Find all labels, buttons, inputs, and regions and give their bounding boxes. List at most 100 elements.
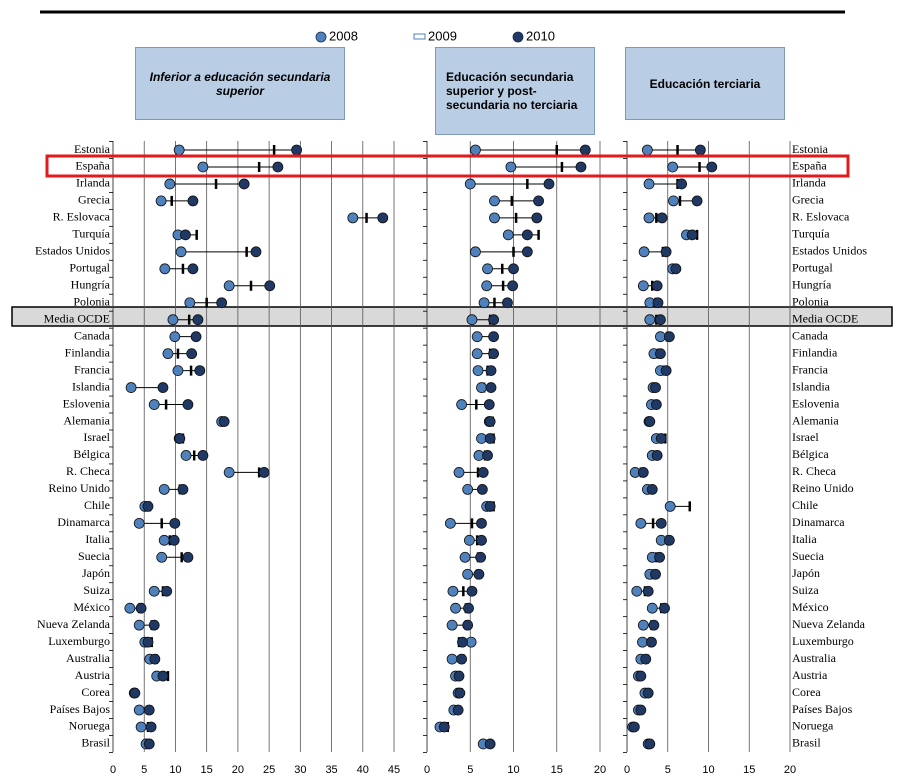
category-label: Grecia xyxy=(792,193,825,207)
marker-2008 xyxy=(502,229,514,241)
category-label: Japón xyxy=(792,566,820,580)
x-tick-label: 0 xyxy=(110,764,116,776)
marker-2010 xyxy=(644,416,656,427)
marker-2008 xyxy=(173,144,185,156)
marker-2008 xyxy=(169,331,181,343)
category-label: Media OCDE xyxy=(792,311,858,325)
category-label: R. Checa xyxy=(792,464,837,478)
marker-2010 xyxy=(169,517,181,529)
marker-2010 xyxy=(652,297,664,309)
marker-2010 xyxy=(533,195,544,207)
marker-2008 xyxy=(637,636,648,648)
category-label: Portugal xyxy=(69,261,110,275)
marker-2010 xyxy=(488,314,500,326)
marker-2010 xyxy=(521,246,533,258)
marker-2008 xyxy=(471,331,483,343)
marker-2008 xyxy=(197,161,209,173)
marker-2010 xyxy=(250,246,262,258)
category-label: Italia xyxy=(85,532,110,546)
category-label: Nueva Zelanda xyxy=(792,617,866,631)
legend-label: 2008 xyxy=(329,28,358,43)
legend-marker xyxy=(315,31,327,43)
category-label: México xyxy=(792,600,829,614)
category-label: Finlandia xyxy=(65,345,111,359)
marker-2008 xyxy=(637,280,649,292)
category-label: Israel xyxy=(83,430,110,444)
category-label: Islandia xyxy=(72,379,111,393)
category-label: Irlanda xyxy=(76,176,111,190)
category-label: Chile xyxy=(792,498,818,512)
marker-2010 xyxy=(531,212,543,224)
marker-2010 xyxy=(377,212,389,224)
marker-2008 xyxy=(223,467,235,478)
marker-2010 xyxy=(143,704,155,716)
marker-2010 xyxy=(650,399,662,410)
marker-2010 xyxy=(145,721,157,733)
marker-2010 xyxy=(575,161,587,173)
marker-2010 xyxy=(182,551,194,563)
category-label: Turquía xyxy=(792,227,830,241)
marker-2008 xyxy=(471,348,483,360)
marker-2008 xyxy=(655,331,666,343)
marker-2010 xyxy=(142,500,154,512)
x-tick-label: 5 xyxy=(141,764,147,776)
x-tick-label: 25 xyxy=(263,764,275,776)
marker-2010 xyxy=(660,365,672,377)
marker-2008 xyxy=(505,161,517,173)
x-tick-label: 40 xyxy=(357,764,369,776)
marker-2010 xyxy=(482,450,493,461)
x-tick-label: 35 xyxy=(325,764,337,776)
marker-2010 xyxy=(484,500,496,512)
category-label: Grecia xyxy=(78,193,111,207)
category-label: Media OCDE xyxy=(44,311,110,325)
marker-2010 xyxy=(484,738,496,750)
category-label: Estados Unidos xyxy=(35,244,110,258)
marker-2010 xyxy=(194,365,206,377)
marker-2008 xyxy=(125,382,137,393)
category-label: Reino Unido xyxy=(48,481,110,495)
marker-2010 xyxy=(186,348,198,360)
marker-2008 xyxy=(641,144,653,156)
category-label: Alemania xyxy=(792,413,839,427)
marker-2008 xyxy=(478,297,490,309)
marker-2010 xyxy=(642,585,654,597)
marker-2010 xyxy=(238,178,250,190)
marker-2010 xyxy=(655,517,667,529)
category-label: Austria xyxy=(75,668,111,682)
marker-2010 xyxy=(686,229,698,241)
marker-2010 xyxy=(197,450,209,461)
marker-2008 xyxy=(664,500,676,512)
category-label: Israel xyxy=(792,430,819,444)
panel-header: Inferior a educación secundaria superior xyxy=(135,47,345,120)
category-label: Alemania xyxy=(63,413,110,427)
category-label: Turquía xyxy=(72,227,110,241)
marker-2010 xyxy=(670,263,682,275)
marker-2008 xyxy=(156,551,168,563)
marker-2008 xyxy=(446,653,458,665)
marker-2010 xyxy=(543,178,555,190)
marker-2010 xyxy=(457,636,468,648)
category-label: Canada xyxy=(792,328,829,342)
marker-2010 xyxy=(476,534,487,546)
marker-2008 xyxy=(450,602,461,614)
marker-2008 xyxy=(148,399,160,410)
category-label: Estados Unidos xyxy=(792,244,867,258)
marker-2010 xyxy=(142,636,154,648)
marker-2010 xyxy=(659,602,670,614)
category-label: Noruega xyxy=(69,719,111,733)
marker-2010 xyxy=(192,314,204,326)
marker-2010 xyxy=(706,161,718,173)
marker-2010 xyxy=(651,450,663,461)
marker-2010 xyxy=(663,331,675,343)
category-label: Hungría xyxy=(792,278,832,292)
marker-2008 xyxy=(489,195,500,207)
marker-2010 xyxy=(654,551,665,563)
category-label: Polonia xyxy=(73,294,110,308)
category-label: Países Bajos xyxy=(50,702,111,716)
marker-2010 xyxy=(157,670,169,682)
marker-2008 xyxy=(135,721,147,733)
marker-2008 xyxy=(447,585,459,597)
